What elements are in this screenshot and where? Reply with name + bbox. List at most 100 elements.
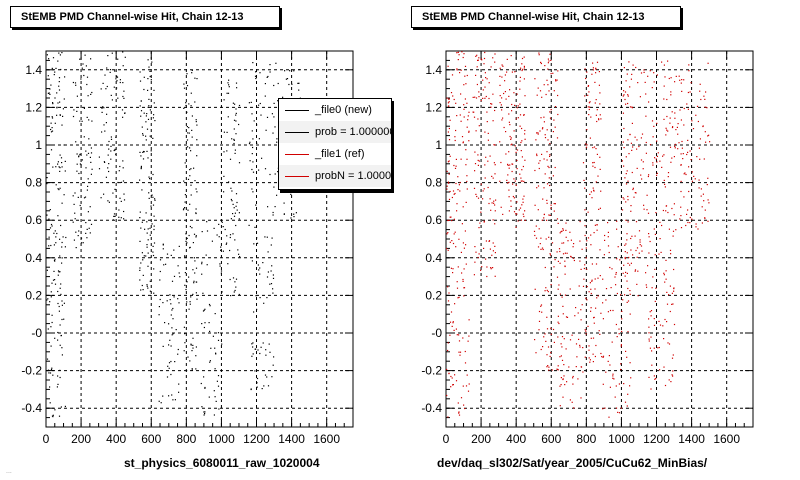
data-point — [561, 359, 564, 361]
data-point — [162, 395, 164, 397]
data-point — [148, 98, 150, 100]
data-point — [516, 107, 518, 109]
data-point — [98, 156, 100, 158]
data-point — [78, 172, 80, 175]
data-point — [559, 385, 561, 387]
data-point — [487, 186, 489, 189]
data-point — [90, 58, 92, 60]
data-point — [143, 255, 145, 257]
data-point — [487, 160, 489, 162]
data-point — [272, 274, 274, 276]
data-point — [59, 369, 61, 371]
data-point — [595, 307, 597, 309]
data-point — [267, 385, 270, 387]
data-point — [550, 327, 552, 329]
data-point — [60, 283, 62, 285]
data-point — [616, 258, 618, 260]
data-point — [454, 303, 456, 305]
data-point — [502, 65, 504, 67]
data-point — [170, 360, 172, 363]
data-point — [514, 145, 516, 147]
data-point — [504, 80, 506, 82]
data-point — [149, 109, 151, 111]
data-point — [447, 219, 449, 222]
data-point — [491, 202, 493, 204]
data-point — [456, 203, 458, 205]
data-point — [79, 120, 81, 122]
data-point — [446, 185, 448, 187]
data-point — [665, 127, 667, 129]
data-point — [588, 357, 590, 359]
data-point — [252, 161, 254, 163]
data-point — [588, 349, 590, 351]
data-point — [513, 197, 515, 199]
data-point — [450, 92, 453, 94]
data-point — [184, 194, 186, 196]
data-point — [269, 283, 271, 285]
data-point — [691, 180, 693, 182]
data-point — [187, 146, 189, 148]
data-point — [103, 124, 105, 126]
data-point — [631, 122, 633, 124]
data-point — [668, 77, 670, 80]
data-point — [629, 290, 631, 292]
data-point — [534, 339, 536, 341]
data-point — [151, 61, 153, 63]
data-point — [626, 301, 628, 303]
data-point — [625, 173, 627, 175]
data-point — [457, 59, 459, 61]
data-point — [598, 118, 600, 120]
data-point — [149, 227, 151, 229]
data-point — [55, 242, 57, 244]
data-point — [677, 148, 679, 150]
data-point — [74, 218, 76, 220]
data-point — [648, 233, 650, 235]
data-point — [520, 141, 522, 144]
x-tick-label: 600 — [541, 432, 561, 446]
data-point — [549, 214, 551, 216]
data-point — [466, 74, 468, 77]
data-point — [626, 252, 628, 254]
data-point — [113, 213, 116, 215]
data-point — [209, 361, 211, 363]
data-point — [557, 365, 559, 367]
data-point — [122, 65, 124, 67]
data-point — [82, 242, 84, 244]
data-point — [463, 247, 465, 249]
data-point — [562, 305, 564, 307]
data-point — [566, 381, 568, 383]
data-point — [627, 300, 630, 302]
data-point — [580, 319, 582, 321]
data-point — [190, 194, 192, 196]
data-point — [494, 210, 496, 212]
data-point — [188, 234, 190, 237]
data-point — [60, 293, 62, 295]
data-point — [648, 376, 650, 378]
data-point — [655, 212, 657, 214]
data-point — [519, 125, 521, 127]
data-point — [486, 111, 488, 113]
data-point — [709, 141, 711, 143]
data-point — [293, 213, 295, 215]
data-point — [58, 271, 60, 273]
data-point — [499, 95, 501, 97]
data-point — [276, 141, 278, 143]
data-point — [52, 102, 54, 104]
data-point — [191, 69, 193, 71]
data-point — [536, 154, 538, 157]
data-point — [486, 275, 488, 278]
data-point — [591, 280, 593, 282]
data-point — [51, 282, 53, 284]
data-point — [695, 226, 697, 228]
data-point — [147, 228, 149, 230]
x-tick-label: 1600 — [313, 432, 340, 446]
data-point — [534, 204, 536, 206]
data-point — [645, 141, 647, 144]
data-point — [74, 82, 77, 84]
data-point — [184, 342, 186, 344]
data-point — [475, 55, 477, 57]
data-point — [652, 136, 654, 138]
data-point — [701, 206, 703, 208]
data-point — [256, 124, 258, 126]
data-point — [456, 68, 458, 70]
